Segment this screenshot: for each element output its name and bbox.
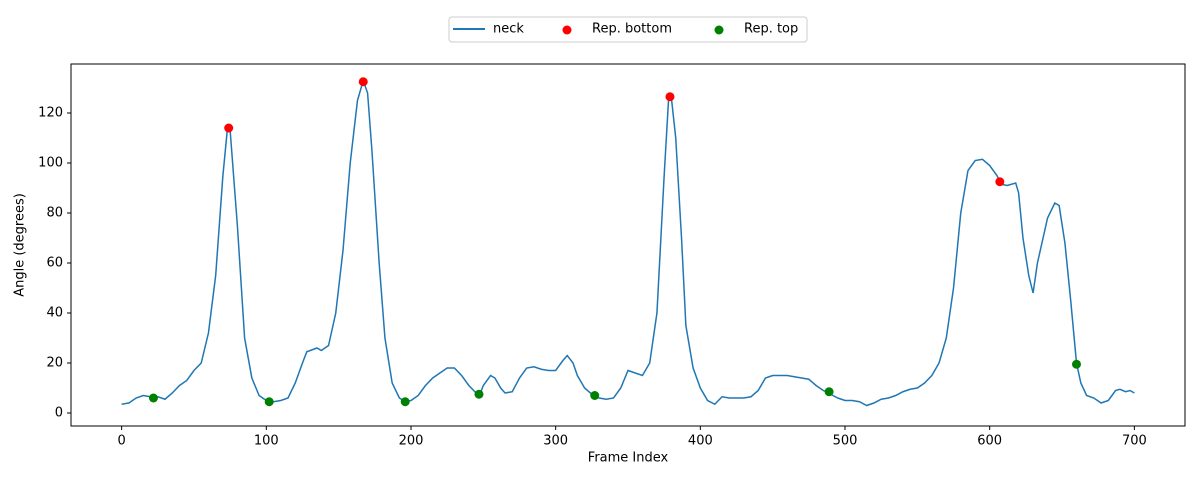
legend-label: Rep. bottom	[592, 22, 672, 37]
data-point	[824, 387, 834, 397]
data-point	[224, 123, 234, 133]
x-tick-label: 700	[1122, 434, 1147, 449]
data-point	[1071, 359, 1081, 369]
y-tick-label: 120	[38, 106, 63, 121]
data-point	[590, 391, 600, 400]
data-point	[665, 92, 675, 102]
y-tick-label: 20	[46, 356, 63, 371]
y-tick-label: 40	[46, 306, 63, 321]
legend-box	[448, 16, 808, 43]
y-tick-label: 100	[38, 156, 63, 171]
y-tick-label: 80	[46, 206, 63, 221]
y-axis-label: Angle (degrees)	[13, 193, 28, 297]
legend-label: neck	[493, 22, 524, 37]
data-point	[358, 77, 368, 87]
x-tick-label: 100	[254, 434, 279, 449]
data-point	[400, 397, 410, 407]
data-point	[148, 393, 158, 403]
x-tick-label: 300	[543, 434, 568, 449]
data-point	[995, 177, 1005, 187]
x-tick-label: 500	[833, 434, 858, 449]
data-line	[121, 78, 1135, 407]
x-axis-label: Frame Index	[588, 451, 669, 466]
data-point	[264, 397, 274, 407]
legend-swatch	[562, 25, 572, 35]
legend-label: Rep. top	[744, 22, 798, 37]
x-tick-label: 400	[688, 434, 713, 449]
plot-frame	[70, 63, 1186, 427]
x-tick-label: 200	[399, 434, 424, 449]
legend-swatch	[714, 25, 724, 35]
y-tick-label: 0	[55, 406, 63, 421]
data-point	[474, 389, 484, 399]
y-tick-label: 60	[46, 256, 63, 271]
x-tick-label: 0	[117, 434, 125, 449]
x-tick-label: 600	[977, 434, 1002, 449]
